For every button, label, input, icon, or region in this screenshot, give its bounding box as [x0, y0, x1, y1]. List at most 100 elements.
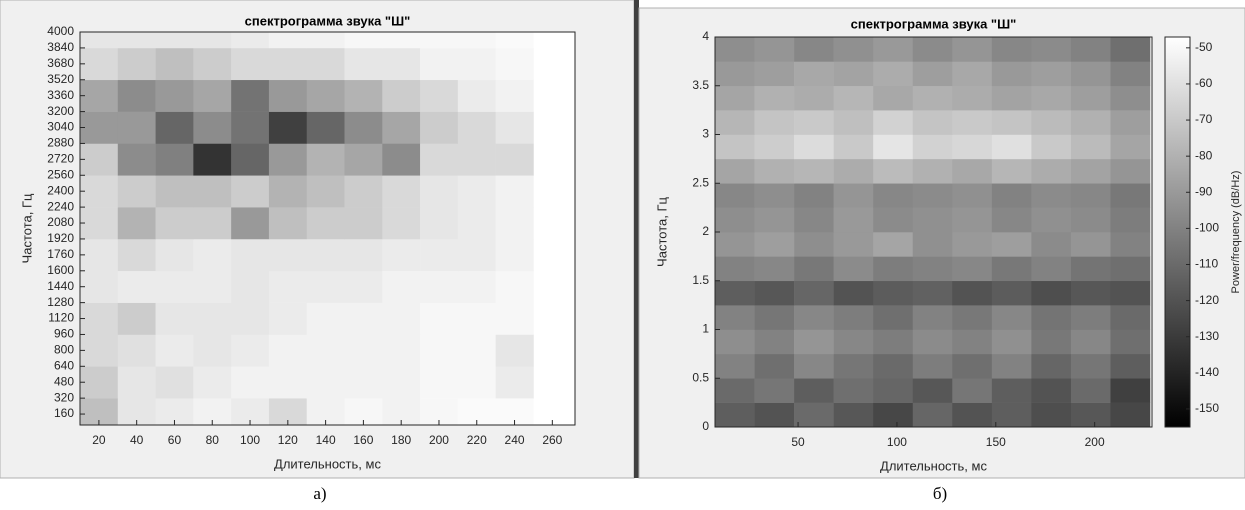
heat-cell: [1070, 329, 1111, 355]
heat-cell: [1070, 256, 1111, 282]
heat-cell: [268, 47, 308, 81]
heat-cell: [306, 270, 345, 303]
heat-cell: [1031, 305, 1072, 330]
y-tick-label: 2: [702, 224, 709, 238]
heat-cell: [912, 280, 953, 306]
heat-cell: [155, 366, 194, 399]
heat-cell: [912, 207, 953, 233]
heat-cell: [1070, 305, 1111, 330]
x-tick-label: 40: [130, 433, 144, 447]
heat-cell: [833, 158, 874, 184]
heat-cell: [715, 207, 755, 233]
heat-cell: [1110, 329, 1151, 355]
heat-cell: [117, 207, 156, 240]
heat-cell: [952, 378, 993, 403]
heat-cell: [306, 111, 345, 144]
heat-cell: [991, 207, 1032, 233]
heat-cell: [420, 238, 459, 272]
y-tick-label: 320: [54, 390, 74, 404]
heat-cell: [1110, 378, 1151, 403]
heat-cell: [420, 366, 459, 399]
heat-cell: [231, 143, 270, 176]
heat-cell: [952, 256, 993, 282]
x-tick-label: 200: [429, 433, 449, 447]
heat-cell: [1070, 110, 1111, 135]
heat-cell: [495, 334, 534, 367]
heat-cell: [306, 207, 345, 240]
heat-cell: [991, 329, 1032, 355]
y-tick-label: 2.5: [692, 175, 709, 189]
heat-cell: [495, 32, 534, 49]
heat-cell: [912, 110, 953, 135]
heat-cell: [991, 378, 1032, 403]
heat-cell: [231, 47, 270, 81]
y-tick-label: 3840: [47, 40, 74, 54]
heat-cell: [991, 353, 1032, 379]
heat-cell: [306, 238, 345, 272]
heat-cell: [495, 143, 534, 176]
heat-cell: [457, 238, 496, 272]
heat-cell: [231, 111, 270, 144]
heat-cell: [80, 79, 119, 112]
heat-cell: [991, 158, 1032, 184]
heat-cell: [715, 134, 755, 160]
heat-cell: [833, 61, 874, 87]
heat-cell: [1110, 37, 1151, 62]
heat-cell: [268, 111, 308, 144]
heat-cell: [952, 280, 993, 306]
heat-cell: [155, 111, 194, 144]
y-tick-label: 2240: [47, 199, 74, 213]
heat-cell: [833, 207, 874, 233]
heat-cell: [268, 207, 308, 240]
heat-cell: [952, 110, 993, 135]
heat-cell: [193, 302, 232, 335]
heat-cell: [1070, 207, 1111, 233]
heat-cell: [952, 353, 993, 379]
heat-cell: [912, 256, 953, 282]
colorbar-tick-label: -150: [1195, 401, 1219, 415]
heat-cell: [457, 47, 496, 81]
y-tick-label: 2560: [47, 167, 74, 181]
heat-cell: [952, 329, 993, 355]
heat-cell: [952, 232, 993, 257]
x-tick-label: 60: [168, 433, 182, 447]
heat-cell: [912, 158, 953, 184]
heat-cell: [1031, 183, 1072, 208]
heat-cell: [794, 280, 834, 306]
heat-cell: [833, 329, 874, 355]
heat-cell: [117, 47, 156, 81]
heat-cell: [715, 280, 755, 306]
heat-cell: [420, 32, 459, 49]
heat-cell: [117, 111, 156, 144]
y-tick-label: 1: [702, 322, 709, 336]
heat-cell: [420, 111, 459, 144]
heat-cell: [912, 378, 953, 403]
colorbar-tick-label: -50: [1195, 40, 1213, 54]
heat-cell: [80, 47, 119, 81]
heat-cell: [117, 175, 156, 208]
heat-cell: [833, 256, 874, 282]
heat-cell: [457, 366, 496, 399]
heat-cell: [231, 79, 270, 112]
heat-cell: [193, 175, 232, 208]
y-tick-label: 160: [54, 406, 74, 420]
heat-cell: [155, 143, 194, 176]
heat-cell: [873, 256, 914, 282]
heat-cell: [1070, 134, 1111, 160]
heat-cell: [382, 334, 421, 367]
heat-cell: [80, 270, 119, 303]
y-tick-label: 4000: [47, 24, 74, 38]
heat-cell: [193, 334, 232, 367]
heat-cell: [833, 353, 874, 379]
heat-cell: [1110, 110, 1151, 135]
heat-cell: [231, 175, 270, 208]
heat-cell: [457, 270, 496, 303]
heat-cell: [1110, 280, 1151, 306]
heat-cell: [155, 302, 194, 335]
y-tick-label: 960: [54, 327, 74, 341]
heat-cell: [1031, 378, 1072, 403]
y-tick-label: 2880: [47, 136, 74, 150]
x-tick-label: 160: [353, 433, 373, 447]
y-tick-label: 1600: [47, 263, 74, 277]
heat-cell: [754, 207, 795, 233]
